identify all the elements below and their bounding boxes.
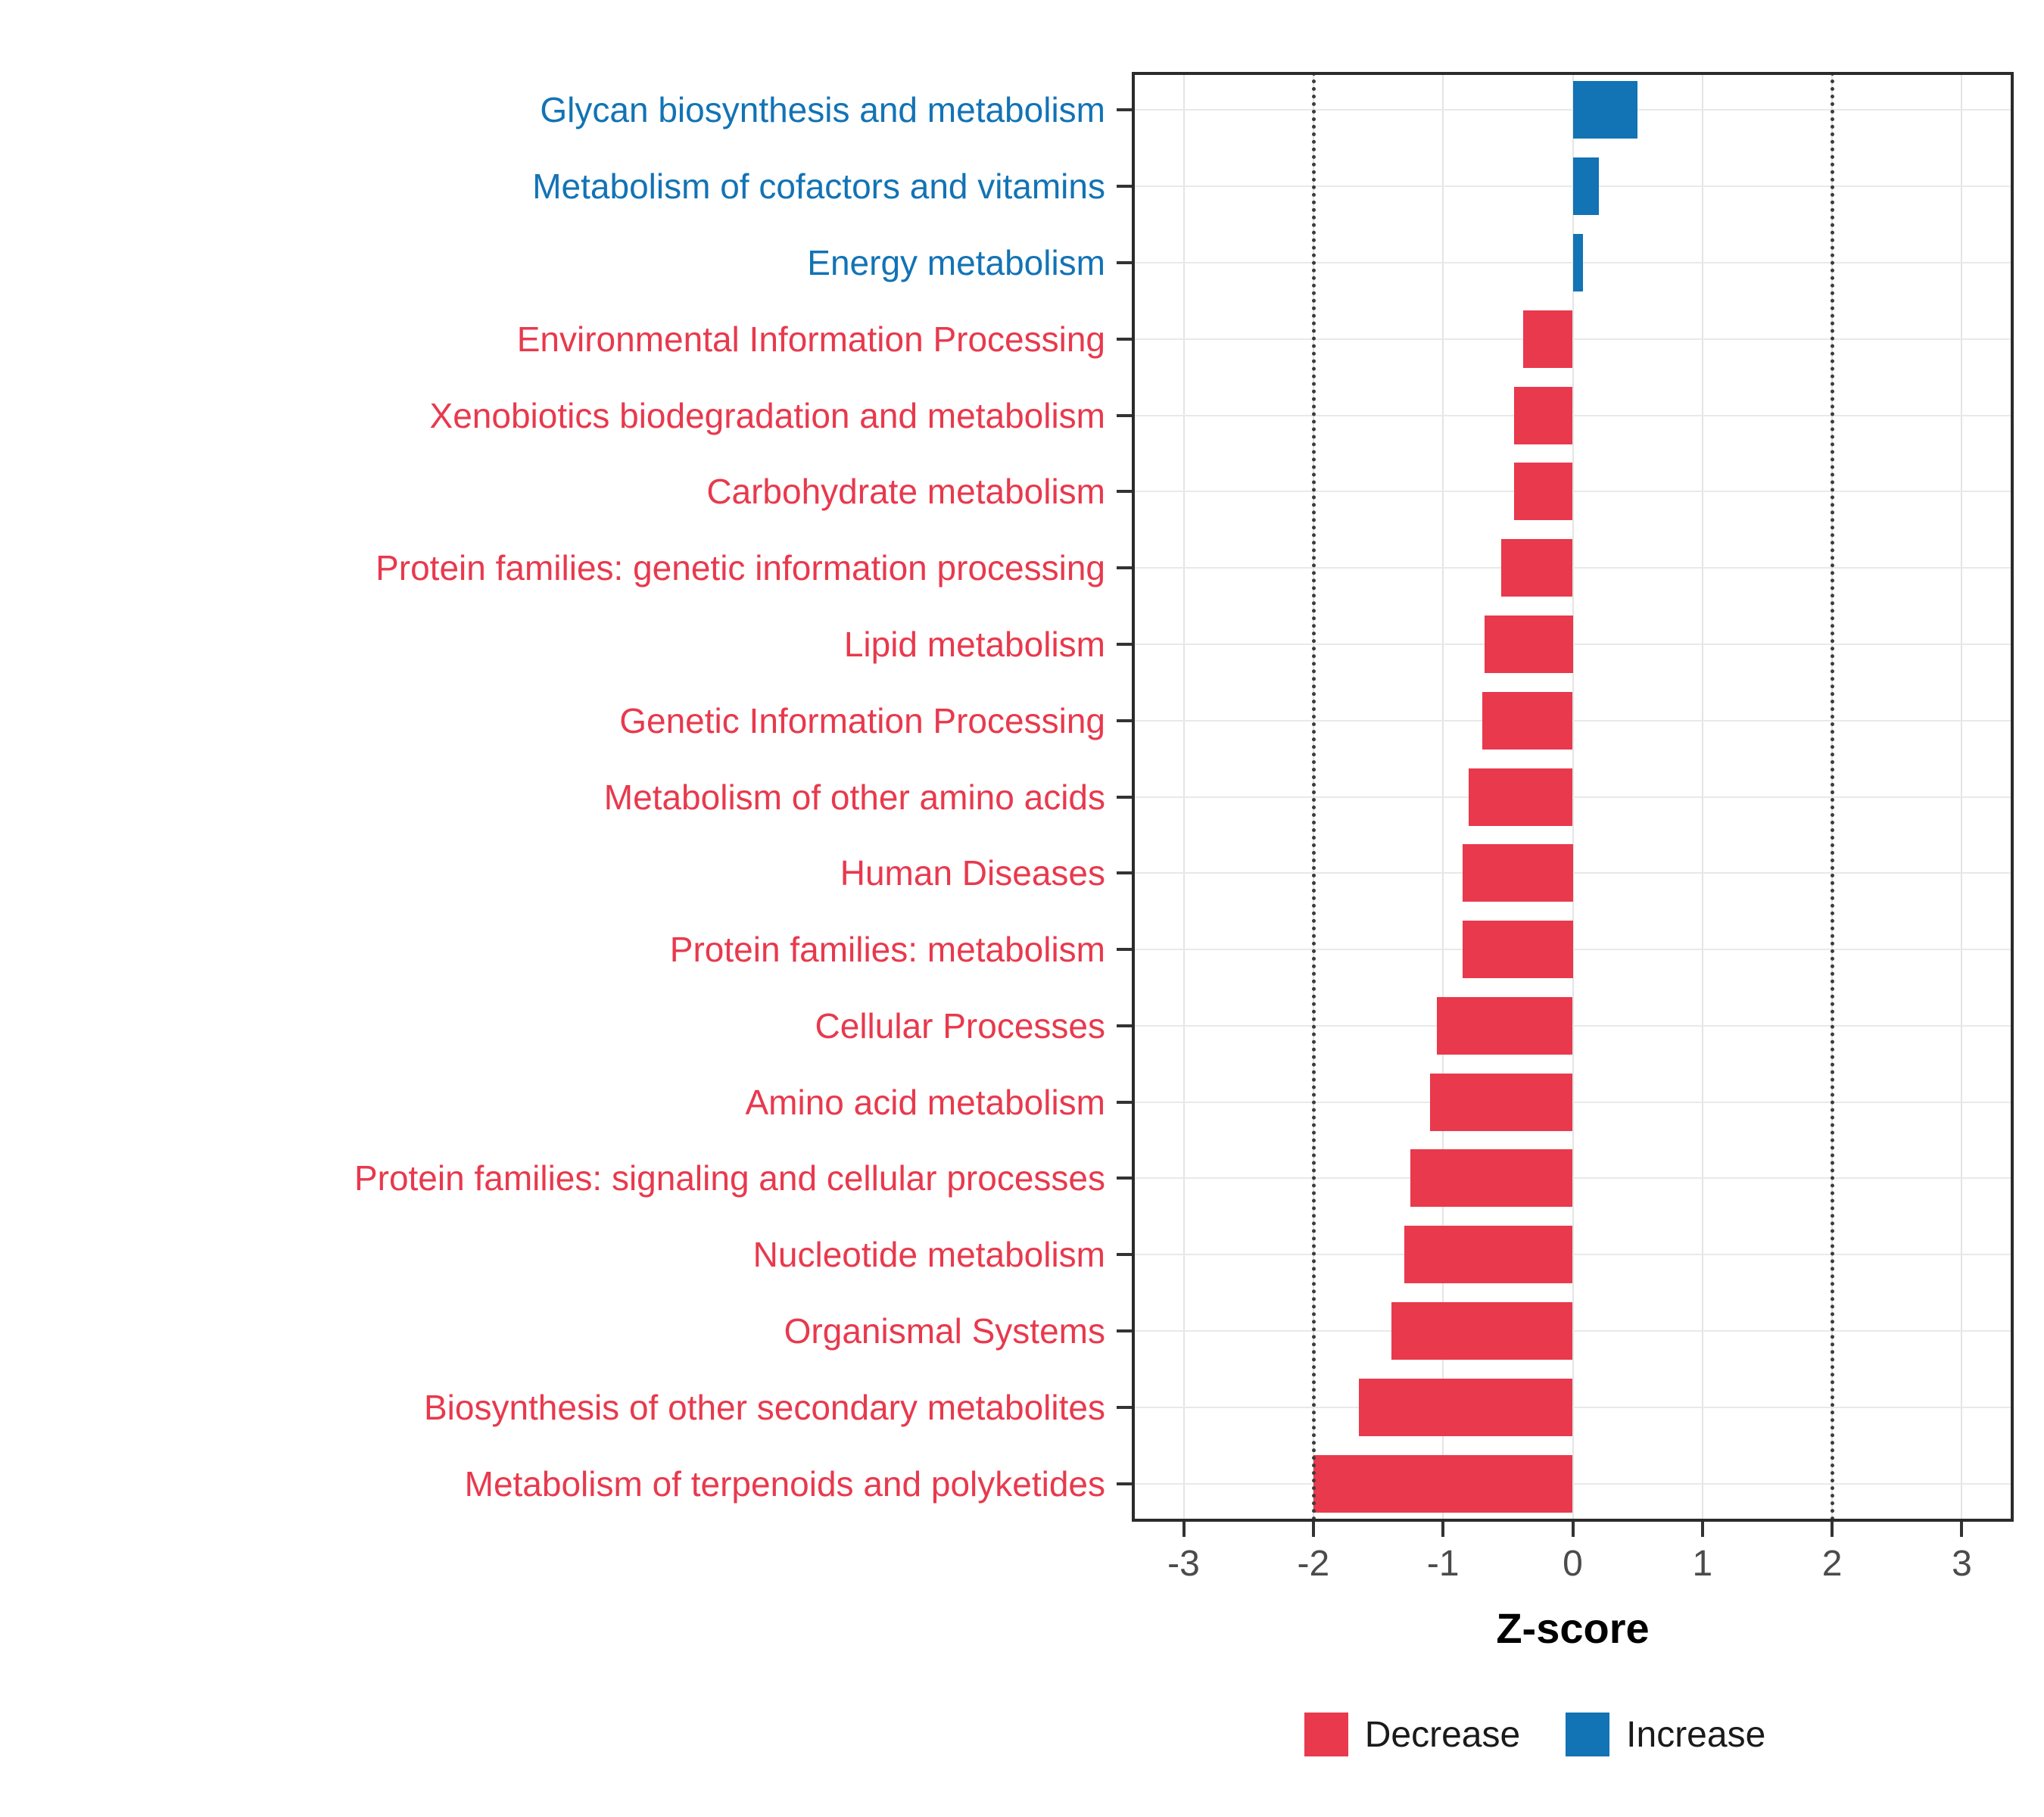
bar-increase bbox=[1572, 157, 1599, 216]
plot-panel bbox=[1132, 72, 2014, 1522]
x-tick-label: 2 bbox=[1821, 1544, 1843, 1584]
category-label: Genetic Information Processing bbox=[619, 700, 1105, 740]
bar-decrease bbox=[1469, 768, 1573, 826]
legend: Decrease Increase bbox=[1056, 1713, 2014, 1756]
category-label: Cellular Processes bbox=[815, 1005, 1105, 1046]
category-label: Energy metabolism bbox=[807, 242, 1105, 282]
bar-decrease bbox=[1410, 1149, 1573, 1208]
legend-item-increase: Increase bbox=[1566, 1713, 1765, 1756]
bar-decrease bbox=[1514, 463, 1573, 521]
bar-decrease bbox=[1482, 691, 1573, 750]
horizontal-gridline bbox=[1132, 567, 2014, 569]
bar-decrease bbox=[1404, 1226, 1573, 1284]
bar-decrease bbox=[1391, 1302, 1573, 1360]
horizontal-gridline bbox=[1132, 643, 2014, 645]
y-tick-mark bbox=[1117, 260, 1132, 264]
y-tick-mark bbox=[1117, 337, 1132, 341]
bar-decrease bbox=[1501, 539, 1573, 597]
horizontal-gridline bbox=[1132, 796, 2014, 798]
legend-swatch-decrease bbox=[1304, 1713, 1348, 1756]
horizontal-gridline bbox=[1132, 1254, 2014, 1256]
bar-decrease bbox=[1485, 615, 1573, 673]
category-label: Protein families: signaling and cellular… bbox=[354, 1158, 1105, 1198]
horizontal-gridline bbox=[1132, 1406, 2014, 1408]
horizontal-gridline bbox=[1132, 338, 2014, 340]
category-label: Carbohydrate metabolism bbox=[706, 472, 1105, 512]
bar-decrease bbox=[1430, 1073, 1573, 1131]
x-tick-label: 3 bbox=[1952, 1544, 1972, 1584]
reference-line bbox=[1831, 72, 1835, 1522]
horizontal-gridline bbox=[1132, 1024, 2014, 1027]
y-tick-mark bbox=[1117, 948, 1132, 952]
y-tick-mark bbox=[1117, 1024, 1132, 1027]
y-tick-mark bbox=[1117, 1482, 1132, 1485]
horizontal-gridline bbox=[1132, 949, 2014, 951]
category-label: Environmental Information Processing bbox=[516, 319, 1105, 359]
y-tick-mark bbox=[1117, 566, 1132, 570]
y-tick-mark bbox=[1117, 413, 1132, 417]
category-label: Organismal Systems bbox=[784, 1311, 1105, 1351]
y-tick-mark bbox=[1117, 1100, 1132, 1104]
category-label: Xenobiotics biodegradation and metabolis… bbox=[429, 395, 1105, 435]
bar-decrease bbox=[1313, 1454, 1573, 1513]
horizontal-gridline bbox=[1132, 1330, 2014, 1332]
reference-line bbox=[1311, 72, 1316, 1522]
x-tick-mark bbox=[1311, 1522, 1315, 1537]
legend-label: Increase bbox=[1626, 1714, 1766, 1755]
bar-decrease bbox=[1462, 844, 1573, 902]
y-tick-mark bbox=[1117, 1329, 1132, 1333]
horizontal-gridline bbox=[1132, 719, 2014, 722]
y-tick-mark bbox=[1117, 490, 1132, 494]
category-label: Amino acid metabolism bbox=[745, 1082, 1105, 1122]
bar-decrease bbox=[1514, 386, 1573, 444]
y-tick-mark bbox=[1117, 185, 1132, 189]
x-tick-mark bbox=[1831, 1522, 1834, 1537]
category-label: Protein families: genetic information pr… bbox=[375, 548, 1105, 588]
y-tick-mark bbox=[1117, 642, 1132, 646]
y-tick-mark bbox=[1117, 108, 1132, 112]
x-tick-label: 0 bbox=[1563, 1544, 1583, 1584]
bar-increase bbox=[1572, 233, 1584, 291]
x-tick-mark bbox=[1960, 1522, 1964, 1537]
bar-decrease bbox=[1523, 310, 1573, 368]
y-tick-mark bbox=[1117, 1177, 1132, 1180]
x-tick-label: -3 bbox=[1167, 1544, 1200, 1584]
y-tick-mark bbox=[1117, 871, 1132, 875]
category-label: Lipid metabolism bbox=[843, 624, 1105, 664]
bar-decrease bbox=[1358, 1378, 1573, 1436]
legend-label: Decrease bbox=[1364, 1714, 1521, 1755]
horizontal-gridline bbox=[1132, 414, 2014, 416]
bar-increase bbox=[1572, 81, 1638, 139]
x-tick-label: -2 bbox=[1297, 1544, 1330, 1584]
y-tick-mark bbox=[1117, 718, 1132, 722]
horizontal-gridline bbox=[1132, 872, 2014, 874]
category-label: Glycan biosynthesis and metabolism bbox=[540, 90, 1105, 130]
x-tick-label: 1 bbox=[1692, 1544, 1713, 1584]
legend-item-decrease: Decrease bbox=[1304, 1713, 1520, 1756]
category-label: Metabolism of terpenoids and polyketides bbox=[464, 1463, 1105, 1504]
legend-swatch-increase bbox=[1566, 1713, 1610, 1756]
y-tick-mark bbox=[1117, 795, 1132, 799]
category-label: Human Diseases bbox=[840, 853, 1105, 893]
x-tick-mark bbox=[1441, 1522, 1445, 1537]
x-axis-title: Z-score bbox=[1496, 1604, 1650, 1652]
category-label: Metabolism of cofactors and vitamins bbox=[532, 167, 1105, 207]
y-tick-mark bbox=[1117, 1405, 1132, 1409]
x-tick-mark bbox=[1571, 1522, 1575, 1537]
category-label: Biosynthesis of other secondary metaboli… bbox=[423, 1387, 1105, 1427]
x-tick-mark bbox=[1182, 1522, 1186, 1537]
category-label: Metabolism of other amino acids bbox=[603, 777, 1105, 817]
horizontal-gridline bbox=[1132, 1177, 2014, 1180]
horizontal-gridline bbox=[1132, 1482, 2014, 1485]
horizontal-gridline bbox=[1132, 1101, 2014, 1103]
x-tick-label: -1 bbox=[1426, 1544, 1460, 1584]
bar-decrease bbox=[1436, 996, 1573, 1055]
category-label: Protein families: metabolism bbox=[669, 930, 1105, 970]
x-tick-mark bbox=[1700, 1522, 1704, 1537]
horizontal-gridline bbox=[1132, 491, 2014, 493]
y-tick-mark bbox=[1117, 1253, 1132, 1257]
bar-decrease bbox=[1462, 921, 1573, 979]
category-label: Nucleotide metabolism bbox=[752, 1235, 1105, 1275]
